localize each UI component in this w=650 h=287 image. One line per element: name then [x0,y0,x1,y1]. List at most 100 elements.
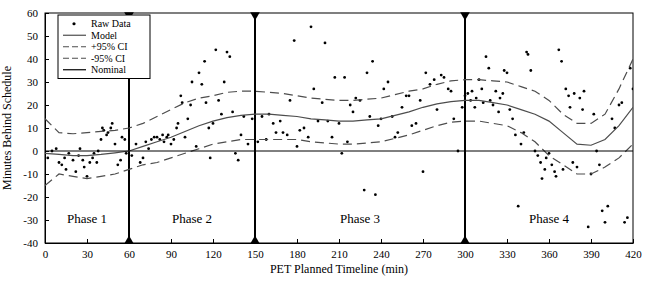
data-point [209,157,212,160]
phase-boundary [254,13,256,243]
data-point [499,97,502,100]
data-point [161,134,164,137]
data-point [307,136,310,139]
data-point [527,53,530,56]
y-tick-mark [45,128,49,129]
data-point [179,94,182,97]
data-point [91,157,94,160]
data-point [116,163,119,166]
data-point [514,134,517,137]
data-point [601,209,604,212]
data-point [569,106,572,109]
y-tick: -20 [23,191,49,203]
data-point [410,124,413,127]
data-point [139,161,142,164]
series-line [45,100,633,155]
x-tick: 420 [625,239,642,260]
series-line [45,151,633,152]
phase-label: Phase 4 [529,211,570,226]
phase-marker-bottom [250,235,260,243]
data-point [95,161,98,164]
data-point [142,157,145,160]
data-point [466,92,469,95]
data-point [536,154,539,157]
y-axis: -40-30-20-100102030405060 [23,7,49,249]
data-point [541,177,544,180]
y-tick-label: -20 [23,191,38,203]
data-point [450,90,453,93]
data-point [58,161,61,164]
legend-label: Raw Data [91,18,131,29]
data-point [382,88,385,91]
data-point [471,90,474,93]
phase-label: Phase 2 [172,211,212,226]
data-point [611,117,614,120]
data-point [172,138,175,141]
data-point [503,69,506,72]
data-point [289,99,292,102]
x-tick: 210 [331,239,348,260]
data-point [371,60,374,63]
data-point [343,76,346,79]
x-tick-mark [591,239,592,243]
y-tick: 20 [27,99,49,111]
data-point [567,94,570,97]
data-point [144,140,147,143]
data-point [217,99,220,102]
data-point [545,157,548,160]
data-point [557,48,560,51]
data-point [497,111,500,114]
data-point [303,127,306,130]
data-point [349,104,352,107]
data-point [452,117,455,120]
data-point [562,168,565,171]
y-tick-mark [45,197,49,198]
x-tick-mark [549,239,550,243]
x-tick-label: 180 [289,248,306,260]
data-point [352,111,355,114]
phase-marker-bottom [124,235,134,243]
data-point [576,166,579,169]
x-tick-label: 30 [82,248,94,260]
data-point [228,55,231,58]
data-point [200,83,203,86]
x-tick: 180 [289,239,306,260]
legend-symbol [63,46,86,47]
x-tick-label: 0 [43,248,49,260]
data-point [550,163,553,166]
data-point [506,71,509,74]
data-point [261,115,264,118]
x-tick: 90 [166,239,178,260]
data-point [282,131,285,134]
data-point [553,170,556,173]
y-tick: 30 [27,76,49,88]
data-point [317,120,320,123]
data-point [461,106,464,109]
x-tick-label: 120 [205,248,222,260]
y-tick-mark [45,243,49,244]
x-tick-mark [297,239,298,243]
data-point [207,127,210,130]
data-point [130,154,133,157]
data-point [121,136,124,139]
data-point [63,157,66,160]
data-point [583,90,586,93]
data-point [401,106,404,109]
legend-symbol [63,69,86,70]
data-point [346,140,349,143]
x-tick-mark [381,239,382,243]
data-point [67,152,70,155]
y-tick-label: -40 [23,237,38,249]
data-point [251,117,254,120]
legend-item: Raw Data [72,18,131,29]
data-point [573,92,576,95]
data-point [111,122,114,125]
data-point [72,159,75,162]
y-tick-label: 20 [27,99,39,111]
data-point [520,143,523,146]
y-tick-mark [45,59,49,60]
data-point [198,71,201,74]
x-tick: 240 [373,239,390,260]
data-point [167,134,170,137]
data-point [564,88,567,91]
